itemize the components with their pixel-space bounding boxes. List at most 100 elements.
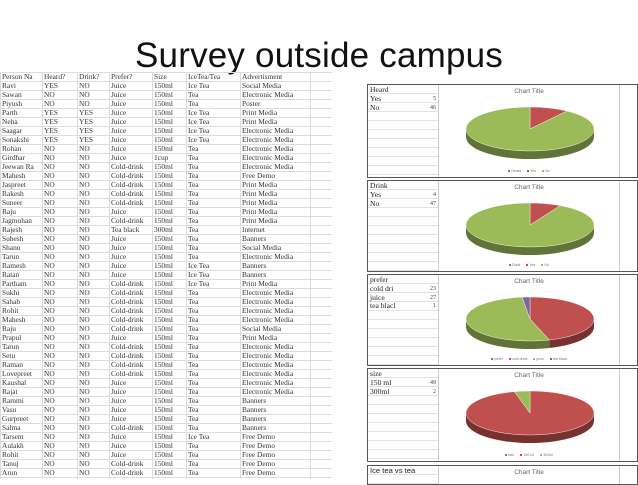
legend-item: 150 ml <box>520 453 534 457</box>
pie-chart[interactable]: Chart Title prefer cold drink juice tea blac… <box>438 275 620 365</box>
cell: Tea <box>186 198 241 208</box>
cell: Electronic Media <box>240 135 311 145</box>
summary-value: 27 <box>430 294 436 301</box>
cell: 150ml <box>152 171 187 181</box>
table-row: Lovepreet NO NO Cold-drink 150ml Tea Electroni… <box>0 369 332 379</box>
summary-label: tea blacl <box>370 301 396 311</box>
cell: NO <box>42 297 78 307</box>
pie-chart[interactable]: Chart Title Heard Yes No <box>438 85 620 177</box>
summary-header: Drink <box>370 181 388 190</box>
cell: Ice Tea <box>186 108 241 118</box>
summary-label: juice <box>370 292 385 302</box>
legend-label: 150 ml <box>523 453 535 457</box>
cell: Juice <box>109 108 153 118</box>
cell: Free Demo <box>240 459 311 469</box>
cell: Tea <box>186 387 241 397</box>
pie-slice[interactable] <box>514 390 531 414</box>
pie-slice-side <box>466 129 594 159</box>
cell: 150ml <box>152 126 187 136</box>
table-row: Jaspreet NO NO Cold-drink 150ml Tea Print Medi… <box>0 180 332 190</box>
cell: 150ml <box>152 378 187 388</box>
cell: 150ml <box>152 162 187 172</box>
cell: NO <box>77 378 110 388</box>
cell: Juice <box>109 126 153 136</box>
cell: YES <box>77 135 110 145</box>
summary-header: prefer <box>370 275 389 284</box>
cell: Arun <box>0 468 43 478</box>
cell: 150ml <box>152 234 187 244</box>
cell: Size <box>152 72 187 82</box>
cell: Person Na <box>0 72 43 82</box>
empty-cell <box>310 180 332 190</box>
empty-cell <box>310 333 332 343</box>
pie-slice[interactable] <box>529 296 595 341</box>
pie-slice[interactable] <box>465 202 595 248</box>
cell: Tea <box>186 360 241 370</box>
cell: Tea <box>186 234 241 244</box>
legend-item: Heard <box>508 169 521 173</box>
cell: NO <box>77 279 110 289</box>
cell: NO <box>42 423 78 433</box>
pie-chart[interactable]: Chart Title size 150 ml 300ml <box>438 369 620 461</box>
cell: Jeewan Ra <box>0 162 43 172</box>
summary-row: juice 27 <box>370 292 436 303</box>
table-row: Setu NO NO Cold-drink 150ml Tea Electronic Med… <box>0 351 332 361</box>
cell: 150ml <box>152 99 187 109</box>
header-row: Person Na Heard? Drink? Prefer? Size IceTea/T… <box>0 72 332 82</box>
pie-slice[interactable] <box>465 106 595 152</box>
pie-slice[interactable] <box>521 296 531 320</box>
empty-cell <box>310 90 332 100</box>
cell: Juice <box>109 450 153 460</box>
empty-cell <box>310 162 332 172</box>
chart-panel-prefer: prefer cold dri 23 juice 27 tea blacl 1 Chart T… <box>367 274 638 366</box>
cell: Tarsem <box>0 432 43 442</box>
legend-label: cold drink <box>512 357 528 361</box>
cell: Ice Tea <box>186 126 241 136</box>
cell: 150ml <box>152 270 187 280</box>
cell: Tea <box>186 333 241 343</box>
summary-value: 23 <box>430 285 436 292</box>
summary-table: prefer cold dri 23 juice 27 tea blacl 1 <box>370 275 436 311</box>
cell: NO <box>42 270 78 280</box>
empty-cell <box>310 198 332 208</box>
summary-label: cold dri <box>370 283 394 293</box>
pie-chart[interactable]: Chart Title <box>438 466 620 484</box>
table-row: Sawan NO NO Juice 150ml Tea Electronic Media <box>0 90 332 100</box>
table-row: Rajesh NO NO Tea black 300ml Tea Internet <box>0 225 332 235</box>
cell: NO <box>42 189 78 199</box>
cell: Social Media <box>240 324 311 334</box>
pie-slice[interactable] <box>465 296 550 342</box>
cell: YES <box>42 126 78 136</box>
summary-row: 150 ml 49 <box>370 378 436 388</box>
cell: Electronic Media <box>240 297 311 307</box>
cell: NO <box>42 405 78 415</box>
cell: NO <box>77 333 110 343</box>
legend-label: juice <box>536 357 544 361</box>
cell: Free Demo <box>240 450 311 460</box>
table-row: Tarun NO NO Cold-drink 150ml Tea Electronic Me… <box>0 342 332 352</box>
table-row: Jagmohan NO NO Cold-drink 150ml Tea Print Medi… <box>0 216 332 226</box>
pie-chart[interactable]: Chart Title Drink Yes No <box>438 181 620 271</box>
cell: 150ml <box>152 261 187 271</box>
table-row: Kaushal NO NO Juice 150ml Tea Electronic Media <box>0 378 332 388</box>
cell: Rohit <box>0 306 43 316</box>
legend-item: juice <box>533 357 544 361</box>
cell: Tea black <box>109 225 153 235</box>
cell: Cold-drink <box>109 180 153 190</box>
chart-panel-size: size 150 ml 49 300ml 2 Chart Title size 150 ml 3… <box>367 368 638 462</box>
table-row: Arun NO NO Cold-drink 150ml Tea Free Demo <box>0 468 332 478</box>
cell: Ice Tea <box>186 270 241 280</box>
cell: NO <box>42 252 78 262</box>
cell: Prefer? <box>109 72 153 82</box>
cell: Tea <box>186 99 241 109</box>
empty-cell <box>310 468 332 478</box>
summary-value: 1 <box>433 303 436 310</box>
cell: YES <box>42 135 78 145</box>
cell: NO <box>77 234 110 244</box>
empty-cell <box>310 324 332 334</box>
empty-cell <box>310 387 332 397</box>
empty-cell <box>310 216 332 226</box>
table-row: Rakesh NO NO Cold-drink 150ml Tea Print Media <box>0 189 332 199</box>
legend-item: Drink <box>509 263 520 267</box>
cell: NO <box>77 342 110 352</box>
